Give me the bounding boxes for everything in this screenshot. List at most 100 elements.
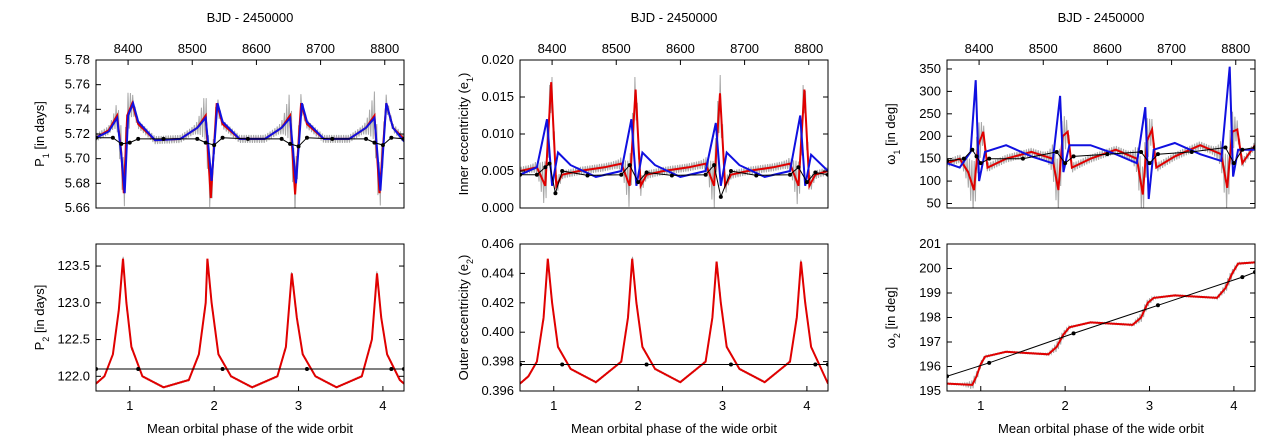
data-point	[1063, 161, 1068, 166]
data-point	[1240, 275, 1245, 280]
x-tick-label: 3	[1146, 398, 1153, 413]
series-line-e1-3	[520, 162, 828, 199]
data-point	[560, 362, 565, 367]
series-gray-P2	[96, 256, 404, 389]
y-axis-label: ω1 [in deg]	[883, 103, 902, 164]
panel-w1: 50 100 150 200 250 300 350 8400 8500 8600 8700 8800…	[883, 10, 1256, 211]
top-x-tick-label: 8400	[538, 41, 567, 56]
y-tick-label: 199	[919, 285, 941, 300]
x-axis-label: Mean orbital phase of the wide orbit	[998, 421, 1204, 436]
top-x-axis-label: BJD - 2450000	[631, 10, 718, 25]
y-tick-label: 123.0	[57, 295, 90, 310]
data-point	[1071, 154, 1076, 159]
y-tick-label: 100	[919, 173, 941, 188]
series-line-w2-2	[947, 271, 1255, 377]
gray-trace	[520, 256, 828, 385]
y-tick-label: 150	[919, 151, 941, 166]
series-gray-e1	[520, 74, 828, 208]
y-tick-label: 0.005	[481, 163, 514, 178]
data-point	[987, 156, 992, 161]
series-line-P1-2	[96, 100, 404, 194]
y-tick-label: 0.010	[481, 126, 514, 141]
data-point	[644, 362, 649, 367]
data-point	[619, 172, 624, 177]
data-point	[136, 366, 141, 371]
y-tick-label: 0.404	[481, 265, 514, 280]
data-point	[389, 366, 394, 371]
x-tick-label: 2	[1062, 398, 1069, 413]
x-tick-label: 1	[977, 398, 984, 413]
top-x-tick-label: 8700	[1157, 41, 1186, 56]
y-axis-label: Outer eccentricity (e2)	[456, 255, 475, 381]
data-point	[560, 169, 565, 173]
data-point	[389, 135, 394, 140]
data-point	[296, 144, 301, 149]
series-line-e2-1	[520, 258, 828, 385]
data-point	[304, 366, 309, 371]
y-tick-label: 300	[919, 83, 941, 98]
data-point	[220, 366, 225, 371]
plot-frame	[946, 243, 1256, 392]
data-point	[974, 154, 979, 159]
panel-e1: 0.000 0.005 0.010 0.015 0.020 8400 8500 8600 870…	[456, 10, 829, 215]
y-tick-label: 5.76	[65, 77, 90, 92]
y-tick-label: 198	[919, 310, 941, 325]
x-axis-label: Mean orbital phase of the wide orbit	[147, 421, 353, 436]
data-point	[534, 172, 539, 177]
y-tick-label: 0.015	[481, 89, 514, 104]
y-tick-label: 5.74	[65, 101, 90, 116]
data-point	[1155, 152, 1160, 157]
x-tick-label: 3	[295, 398, 302, 413]
plot-frame	[519, 243, 829, 392]
series-line-P2-1	[96, 258, 404, 389]
top-x-axis-label: BJD - 2450000	[1058, 10, 1145, 25]
data-point	[372, 140, 377, 145]
data-point	[585, 173, 590, 178]
data-point	[1071, 331, 1076, 336]
y-axis-label: P1 [in days]	[32, 101, 51, 167]
data-point	[712, 163, 717, 168]
y-tick-label: 200	[919, 128, 941, 143]
series-line-w1-2	[947, 66, 1255, 200]
y-tick-label: 5.68	[65, 175, 90, 190]
y-tick-label: 197	[919, 334, 941, 349]
y-tick-label: 122.5	[57, 332, 90, 347]
gray-trace	[947, 260, 1255, 389]
data-point	[1139, 149, 1144, 154]
top-x-tick-label: 8400	[114, 41, 143, 56]
data-point	[553, 191, 558, 196]
y-tick-label: 5.66	[65, 200, 90, 215]
data-point	[1223, 145, 1228, 150]
data-point	[987, 360, 992, 365]
gray-trace	[947, 111, 1255, 208]
data-point	[245, 136, 250, 141]
data-point	[547, 161, 552, 166]
y-tick-label: 250	[919, 106, 941, 121]
panel-P1: 5.66 5.68 5.70 5.72 5.74 5.76 5.78 8400 8500 8600…	[32, 10, 405, 215]
data-point	[220, 135, 225, 140]
series-gray-P1	[96, 91, 404, 208]
data-point	[1231, 161, 1236, 166]
data-point	[203, 140, 208, 145]
x-tick-label: 2	[635, 398, 642, 413]
y-tick-label: 201	[919, 236, 941, 251]
series-gray-w2	[947, 260, 1255, 389]
panel-e2: 0.396 0.398 0.400 0.402 0.404 0.406 1 2 3 4 Mean o…	[456, 236, 829, 436]
data-point	[644, 170, 649, 175]
data-point	[970, 147, 975, 152]
y-tick-label: 123.5	[57, 258, 90, 273]
data-point	[364, 136, 369, 141]
data-point	[543, 165, 548, 170]
data-point	[728, 169, 733, 173]
y-tick-label: 0.402	[481, 295, 514, 310]
data-point	[978, 161, 983, 166]
y-tick-label: 5.78	[65, 52, 90, 67]
y-axis-label: ω2 [in deg]	[883, 287, 902, 348]
data-point	[961, 156, 966, 161]
top-x-tick-label: 8500	[602, 41, 631, 56]
y-tick-label: 350	[919, 61, 941, 76]
x-tick-label: 1	[550, 398, 557, 413]
y-tick-label: 122.0	[57, 368, 90, 383]
data-point	[636, 180, 641, 185]
